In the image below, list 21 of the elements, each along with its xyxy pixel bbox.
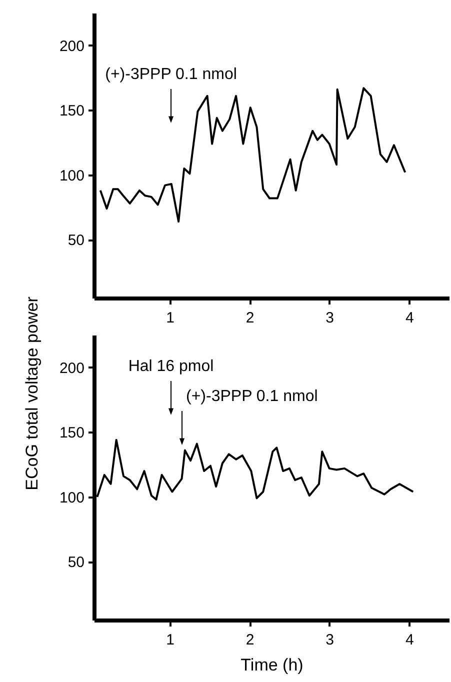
x-tick-label: 3 <box>326 310 334 326</box>
annotation: Hal 16 pmol <box>128 358 214 375</box>
y-tick-label: 100 <box>59 167 84 184</box>
x-tick-label: 1 <box>166 632 174 648</box>
y-axis-title: ECoG total voltage power <box>22 296 42 490</box>
y-tick-label: 200 <box>59 38 84 55</box>
y-tick-label: 50 <box>68 554 84 572</box>
x-tick-label: 4 <box>405 310 414 326</box>
x-tick-label: 2 <box>246 632 254 648</box>
y-tick-label: 150 <box>59 102 84 120</box>
y-tick-label: 100 <box>59 489 84 506</box>
x-axis-title: Time (h) <box>240 656 304 674</box>
y-tick-label: 200 <box>59 360 84 377</box>
x-tick-label: 4 <box>405 632 414 648</box>
annotation: (+)-3PPP 0.1 nmol <box>105 66 237 83</box>
y-tick-label: 150 <box>59 424 84 442</box>
x-tick-label: 1 <box>166 310 174 326</box>
x-tick-label: 2 <box>246 310 254 326</box>
y-tick-label: 50 <box>68 232 84 250</box>
x-tick-label: 3 <box>326 632 334 648</box>
annotation: (+)-3PPP 0.1 nmol <box>186 388 318 405</box>
